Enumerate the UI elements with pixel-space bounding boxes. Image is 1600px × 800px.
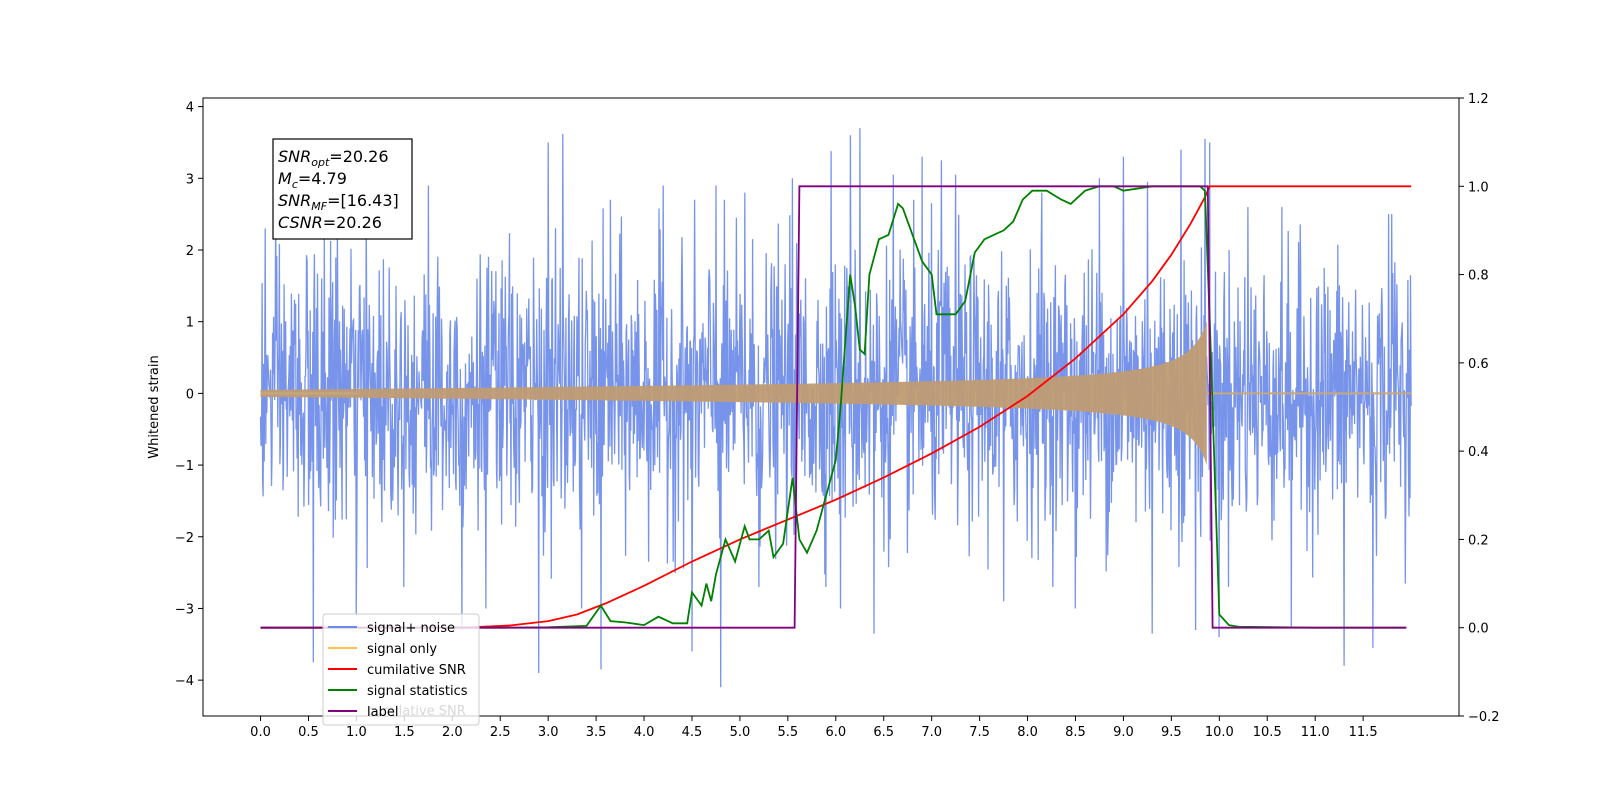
x-tick-label: 9.0 bbox=[1113, 725, 1134, 740]
x-tick-label: 6.0 bbox=[825, 725, 846, 740]
legend-label: signal+ noise bbox=[367, 621, 455, 636]
x-tick-label: 6.5 bbox=[873, 725, 894, 740]
annotation-line: Mc=4.79 bbox=[278, 169, 347, 191]
series-lines bbox=[260, 185, 1412, 629]
annotation-frame bbox=[272, 138, 413, 240]
legend-label: label bbox=[367, 705, 398, 720]
y-tick-label: −3 bbox=[175, 602, 194, 617]
legend-label: cumilative SNR bbox=[367, 663, 466, 678]
x-tick-label: 1.0 bbox=[346, 725, 367, 740]
legend-label: signal only bbox=[367, 642, 437, 657]
y2-tick-label: 1.2 bbox=[1468, 92, 1489, 107]
signal-noise-line bbox=[259, 128, 1412, 688]
annotation-box: SNRopt=20.26Mc=4.79SNRMF=[16.43]CSNR=20.… bbox=[272, 138, 413, 240]
y-axis-right: 1.2 1.0 0.8 0.6 0.4 0.2 0.0 −0.2 bbox=[1459, 92, 1500, 725]
x-tick-label: 0.0 bbox=[250, 725, 271, 740]
x-tick-label: 5.0 bbox=[730, 725, 751, 740]
annotation-line: CSNR=20.26 bbox=[278, 213, 382, 232]
annotation-line: SNRMF=[16.43] bbox=[278, 191, 399, 213]
legend-frame bbox=[322, 613, 480, 726]
signal-only-band bbox=[260, 321, 1207, 466]
y2-tick-label: 1.0 bbox=[1468, 180, 1489, 195]
x-tick-label: 2.0 bbox=[442, 725, 463, 740]
y-tick-label: 0 bbox=[186, 387, 194, 402]
y-tick-label: 4 bbox=[186, 101, 194, 116]
y2-tick-label: 0.6 bbox=[1468, 357, 1489, 372]
legend-ghost-text: cumilative SNR bbox=[367, 704, 466, 719]
y-tick-label: 2 bbox=[186, 244, 194, 259]
series-signal-noise bbox=[259, 128, 1412, 688]
y-axis-left: 4 3 2 1 0 −1 −2 −3 −4 bbox=[175, 101, 203, 689]
legend: cumilative SNR signal+ noise signal only c… bbox=[322, 613, 480, 726]
x-tick-label: 4.5 bbox=[682, 725, 703, 740]
plot-area bbox=[259, 128, 1412, 688]
y2-tick-label: 0.4 bbox=[1468, 445, 1489, 460]
x-tick-label: 10.0 bbox=[1205, 725, 1234, 740]
series-line-label bbox=[260, 185, 1407, 629]
x-tick-label: 11.5 bbox=[1349, 725, 1378, 740]
axes-frame bbox=[202, 97, 1460, 717]
y2-tick-label: 0.8 bbox=[1468, 269, 1489, 284]
y2-tick-label: −0.2 bbox=[1468, 710, 1500, 725]
y-tick-label: 1 bbox=[186, 316, 194, 331]
y-tick-label: −2 bbox=[175, 531, 194, 546]
series-signal-only bbox=[260, 321, 1412, 466]
x-tick-label: 9.5 bbox=[1161, 725, 1182, 740]
x-tick-label: 1.5 bbox=[394, 725, 415, 740]
x-tick-label: 8.5 bbox=[1065, 725, 1086, 740]
y-axis-label: Whitened strain bbox=[147, 355, 162, 458]
legend-label: signal statistics bbox=[367, 684, 468, 699]
x-tick-label: 7.0 bbox=[921, 725, 942, 740]
annotation-line: SNRopt=20.26 bbox=[278, 147, 389, 169]
y2-tick-label: 0.0 bbox=[1468, 622, 1489, 637]
y2-tick-label: 0.2 bbox=[1468, 533, 1489, 548]
x-tick-label: 5.5 bbox=[778, 725, 799, 740]
series-line-cumilative-snr bbox=[260, 185, 1412, 629]
x-tick-label: 8.0 bbox=[1017, 725, 1038, 740]
x-tick-label: 0.5 bbox=[298, 725, 319, 740]
x-axis: 0.0 0.5 1.0 1.5 2.0 2.5 3.0 3.5 4.0 4.5 5.0 5.5 6.0 6… bbox=[250, 716, 1378, 740]
x-tick-label: 7.5 bbox=[969, 725, 990, 740]
x-tick-label: 11.0 bbox=[1301, 725, 1330, 740]
y-tick-label: −1 bbox=[175, 459, 194, 474]
x-tick-label: 3.0 bbox=[538, 725, 559, 740]
x-tick-label: 4.0 bbox=[634, 725, 655, 740]
y-tick-label: −4 bbox=[175, 674, 194, 689]
x-tick-label: 2.5 bbox=[490, 725, 511, 740]
x-tick-label: 10.5 bbox=[1253, 725, 1282, 740]
x-tick-label: 3.5 bbox=[586, 725, 607, 740]
y-tick-label: 3 bbox=[186, 172, 194, 187]
